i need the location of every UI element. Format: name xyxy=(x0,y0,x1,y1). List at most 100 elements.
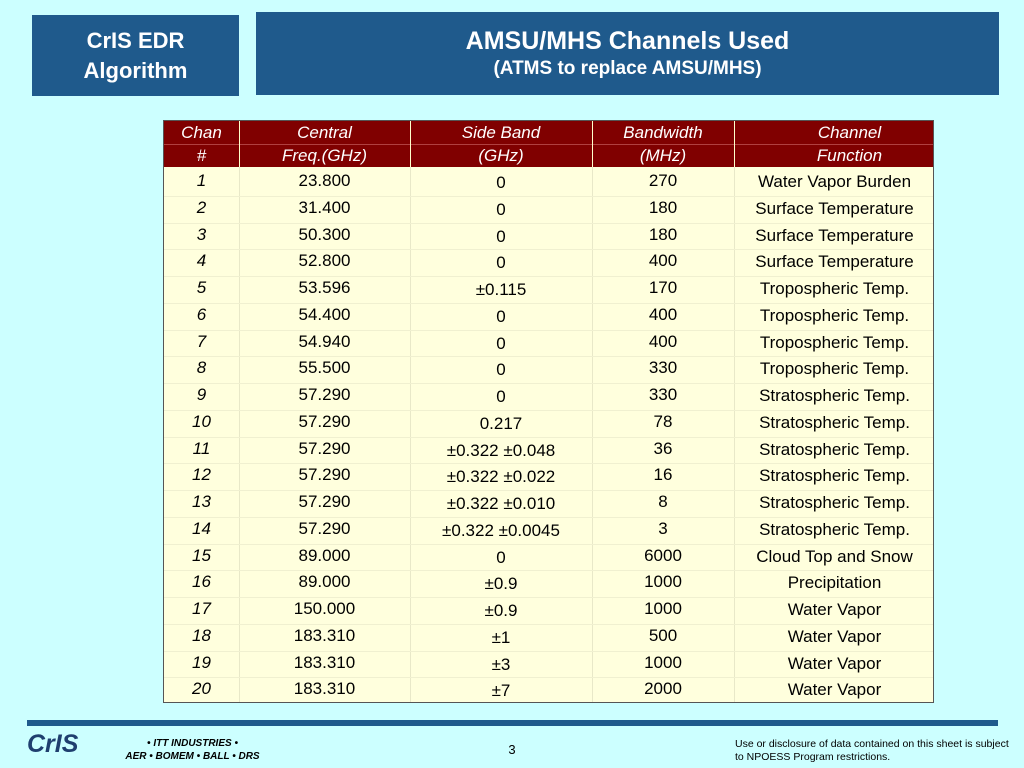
central-freq-cell: 89.000 xyxy=(298,545,351,565)
channel-number-cell: 8 xyxy=(196,358,207,378)
table-row: 19 183.310 ±3 1000 Water Vapor xyxy=(164,650,933,678)
table-row: 10 57.290 0.217 78 Stratospheric Temp. xyxy=(164,409,933,437)
channel-function-cell: Water Vapor xyxy=(787,600,882,619)
channel-function-cell: Stratospheric Temp. xyxy=(759,493,910,512)
central-freq-cell: 57.290 xyxy=(298,411,351,431)
central-freq-cell: 57.290 xyxy=(298,438,351,458)
header-bandwidth: Bandwidth (MHz) xyxy=(623,123,703,165)
channel-function-cell: Cloud Top and Snow xyxy=(756,546,913,566)
table-row: 5 53.596 ±0.115 170 Tropospheric Temp. xyxy=(164,276,933,303)
central-freq-cell: 23.800 xyxy=(298,171,351,190)
table-row: 13 57.290 ±0.322 ±0.010 8 Stratospheric Temp… xyxy=(164,490,933,517)
bandwidth-cell: 3 xyxy=(658,518,668,538)
channel-number-cell: 12 xyxy=(192,465,211,485)
table-row: 16 89.000 ±0.9 1000 Precipitation xyxy=(164,570,933,597)
central-freq-cell: 57.290 xyxy=(298,492,351,511)
bandwidth-cell: 330 xyxy=(648,358,678,378)
side-band-cell: 0 xyxy=(496,173,506,192)
channel-number-cell: 15 xyxy=(192,545,211,565)
partners-text: • ITT INDUSTRIES • AER • BOMEM • BALL • … xyxy=(125,738,260,762)
channel-function-cell: Stratospheric Temp. xyxy=(759,386,910,405)
bandwidth-cell: 180 xyxy=(648,197,678,217)
channel-function-cell: Tropospheric Temp. xyxy=(759,359,910,379)
table-row: 8 55.500 0 330 Tropospheric Temp. xyxy=(164,356,933,383)
bandwidth-cell: 400 xyxy=(648,331,678,351)
header-central-freq: Central Freq.(GHz) xyxy=(282,123,367,165)
channel-number-cell: 3 xyxy=(196,224,207,244)
central-freq-cell: 183.310 xyxy=(293,625,356,645)
bandwidth-cell: 6000 xyxy=(644,545,682,565)
channel-function-cell: Stratospheric Temp. xyxy=(759,439,910,459)
side-band-cell: 0 xyxy=(496,253,506,273)
channel-function-cell: Water Vapor xyxy=(787,653,882,673)
table-row: 11 57.290 ±0.322 ±0.048 36 Stratospheric Tem… xyxy=(164,436,933,464)
central-freq-cell: 52.800 xyxy=(298,251,351,271)
header-channel-function: Channel Function xyxy=(816,123,883,165)
bandwidth-cell: 36 xyxy=(653,438,673,458)
central-freq-cell: 54.400 xyxy=(298,304,351,324)
slide-title-box: AMSU/MHS Channels Used (ATMS to replace … xyxy=(256,12,999,95)
section-title-box: CrIS EDR Algorithm xyxy=(32,15,239,96)
channel-number-cell: 16 xyxy=(192,572,211,592)
bandwidth-cell: 1000 xyxy=(644,572,682,592)
side-band-cell: ±0.322 ±0.010 xyxy=(446,494,556,513)
channel-number-cell: 20 xyxy=(192,679,211,699)
table-row: 3 50.300 0 180 Surface Temperature xyxy=(164,222,933,250)
header-side-band: Side Band (GHz) xyxy=(461,123,541,165)
channel-function-cell: Stratospheric Temp. xyxy=(759,466,910,486)
table-row: 4 52.800 0 400 Surface Temperature xyxy=(164,249,933,276)
channel-function-cell: Surface Temperature xyxy=(755,198,914,218)
table-row: 18 183.310 ±1 500 Water Vapor xyxy=(164,623,933,651)
side-band-cell: ±0.115 xyxy=(475,280,527,299)
bandwidth-cell: 16 xyxy=(653,465,673,485)
table-header: Chan # Central Freq.(GHz) Side Band (GHz) B… xyxy=(164,121,933,167)
side-band-cell: 0 xyxy=(496,199,506,219)
channel-function-cell: Precipitation xyxy=(787,573,882,593)
bandwidth-cell: 400 xyxy=(648,251,678,271)
channel-function-cell: Tropospheric Temp. xyxy=(759,305,910,325)
central-freq-cell: 150.000 xyxy=(293,599,356,618)
channel-number-cell: 14 xyxy=(192,518,211,538)
bandwidth-cell: 2000 xyxy=(644,679,682,699)
channel-function-cell: Water Vapor Burden xyxy=(757,172,912,191)
central-freq-cell: 54.940 xyxy=(298,331,351,351)
channel-function-cell: Stratospheric Temp. xyxy=(759,412,910,432)
channel-function-cell: Water Vapor xyxy=(787,680,882,700)
side-band-cell: ±0.9 xyxy=(484,601,518,620)
channels-table: Chan # Central Freq.(GHz) Side Band (GHz) B… xyxy=(163,120,934,703)
table-row: 15 89.000 0 6000 Cloud Top and Snow xyxy=(164,543,933,571)
side-band-cell: 0 xyxy=(496,333,506,353)
side-band-cell: 0 xyxy=(496,387,506,406)
side-band-cell: 0.217 xyxy=(479,413,523,433)
central-freq-cell: 183.310 xyxy=(293,679,356,699)
central-freq-cell: 57.290 xyxy=(298,518,351,538)
bandwidth-cell: 170 xyxy=(648,278,678,297)
section-title-line2: Algorithm xyxy=(83,57,188,83)
channel-function-cell: Stratospheric Temp. xyxy=(759,519,910,539)
central-freq-cell: 57.290 xyxy=(298,385,351,404)
side-band-cell: 0 xyxy=(496,306,506,326)
channel-number-cell: 13 xyxy=(192,492,211,511)
channel-function-cell: Surface Temperature xyxy=(755,252,914,272)
table-row: 6 54.400 0 400 Tropospheric Temp. xyxy=(164,302,933,330)
bandwidth-cell: 400 xyxy=(648,304,678,324)
channel-number-cell: 4 xyxy=(196,251,207,271)
slide-subtitle: (ATMS to replace AMSU/MHS) xyxy=(493,57,762,79)
channel-number-cell: 1 xyxy=(196,171,207,190)
central-freq-cell: 31.400 xyxy=(298,197,351,217)
central-freq-cell: 50.300 xyxy=(298,224,351,244)
side-band-cell: ±0.322 ±0.048 xyxy=(446,440,556,460)
side-band-cell: ±3 xyxy=(491,654,511,674)
page-number: 3 xyxy=(508,742,516,757)
side-band-cell: 0 xyxy=(496,226,506,246)
table-row: 20 183.310 ±7 2000 Water Vapor xyxy=(164,677,933,704)
channel-function-cell: Tropospheric Temp. xyxy=(759,279,910,298)
side-band-cell: 0 xyxy=(496,547,506,567)
bandwidth-cell: 500 xyxy=(648,625,678,645)
side-band-cell: 0 xyxy=(496,360,506,380)
channel-number-cell: 2 xyxy=(196,197,207,217)
channel-number-cell: 17 xyxy=(192,599,211,618)
bandwidth-cell: 78 xyxy=(653,411,673,431)
side-band-cell: ±1 xyxy=(491,627,511,647)
central-freq-cell: 57.290 xyxy=(298,465,351,485)
